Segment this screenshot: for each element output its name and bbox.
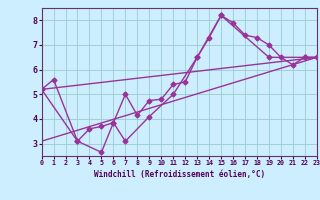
X-axis label: Windchill (Refroidissement éolien,°C): Windchill (Refroidissement éolien,°C) [94,170,265,179]
